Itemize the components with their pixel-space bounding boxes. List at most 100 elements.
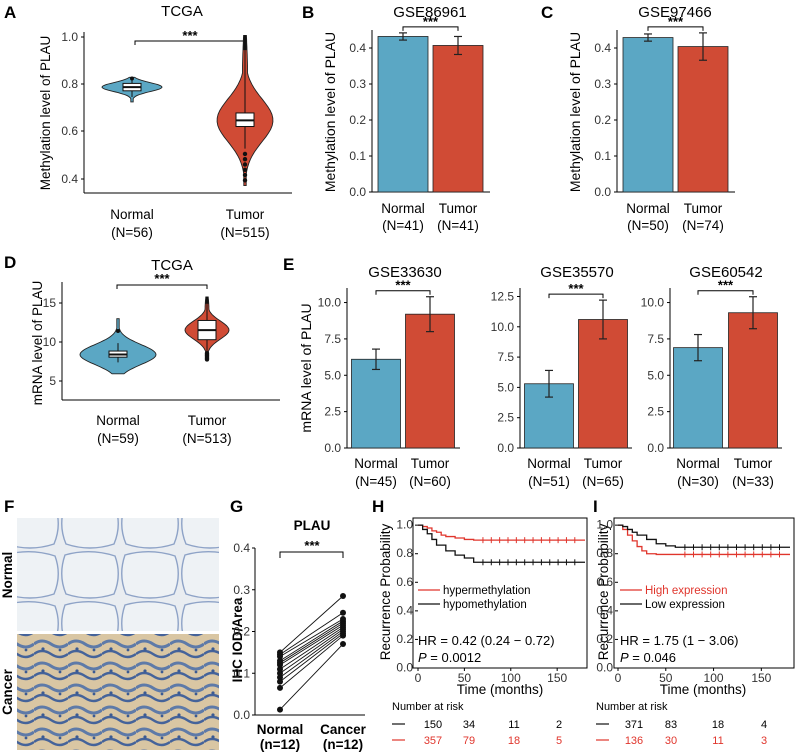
chart-title: PLAU xyxy=(294,518,331,533)
normal-tissue-micrograph xyxy=(17,518,219,631)
y-axis-label: Recurrence Probability xyxy=(596,523,611,660)
y-tick-label: 0.6 xyxy=(61,124,78,138)
panel-i: I Recurrence Probability Time (months) 0… xyxy=(593,497,795,747)
group-label-tumor: Tumor xyxy=(226,207,265,222)
outlier-point xyxy=(130,76,134,81)
outlier-point xyxy=(242,178,248,183)
group-label-tumor: Tumor xyxy=(734,456,773,471)
point-normal xyxy=(277,657,283,664)
y-tick-label: 2.5 xyxy=(497,411,514,425)
group-n-normal: (n=12) xyxy=(260,737,300,752)
violin-plot-a xyxy=(101,34,274,187)
y-tick-label: 7.5 xyxy=(324,332,341,346)
significance-stars: *** xyxy=(718,278,734,293)
panel-label: I xyxy=(593,497,598,516)
chart-title: GSE97466 xyxy=(638,4,711,21)
y-axis-label: Methylation level of PLAU xyxy=(567,32,583,192)
x-tick-label: 150 xyxy=(751,671,771,685)
risk-cell: 357 xyxy=(424,735,442,747)
x-axis-label: Time (months) xyxy=(457,682,544,697)
y-tick-label: 0.3 xyxy=(349,77,366,91)
y-tick-label: 0.4 xyxy=(596,603,613,617)
group-n-normal: (N=51) xyxy=(528,474,570,489)
y-tick-label: 0.0 xyxy=(396,661,413,675)
significance-stars: *** xyxy=(395,278,411,293)
km-curve xyxy=(618,524,790,556)
y-tick-label: 0.1 xyxy=(349,149,366,163)
significance-stars: *** xyxy=(154,271,170,286)
pair-line xyxy=(279,631,344,678)
km-curve xyxy=(418,524,585,541)
risk-table-title: Number at risk xyxy=(392,701,464,713)
bar-normal xyxy=(622,37,674,193)
point-cancer xyxy=(340,615,346,622)
y-tick-label: 1.0 xyxy=(61,30,78,44)
y-ticks: 0.4 0.6 0.8 1.0 xyxy=(61,30,84,186)
group-n-tumor: (N=41) xyxy=(437,218,479,233)
outlier-point xyxy=(242,167,248,172)
pair-line xyxy=(279,635,344,689)
legend-hypermethylation: hypermethylation xyxy=(443,585,531,597)
paired-plot-g: 0.0 0.1 0.2 0.3 0.4 xyxy=(233,541,365,722)
panel-h: H Recurrence Probability Time (months) 0… xyxy=(372,497,588,747)
chart-title: TCGA xyxy=(161,3,203,20)
pair-line xyxy=(279,633,344,682)
row-label-cancer: Cancer xyxy=(0,668,15,715)
group-label-tumor: Tumor xyxy=(584,456,623,471)
group-label-tumor: Tumor xyxy=(684,201,723,216)
y-tick-label: 12.5 xyxy=(491,289,515,303)
group-label-normal: Normal xyxy=(96,413,140,428)
panel-label: D xyxy=(4,253,16,272)
group-label-normal: Normal xyxy=(354,456,398,471)
y-tick-label: 0.1 xyxy=(233,666,250,680)
panel-g: G PLAU *** IHC IOD/Area 0.00.10.20.30.4 … xyxy=(230,497,367,752)
pair-line xyxy=(279,624,344,666)
risk-table-title: Number at risk xyxy=(596,701,668,713)
y-tick-label: 5.0 xyxy=(324,368,341,382)
chart-title: GSE35570 xyxy=(540,264,613,281)
y-tick-label: 5.0 xyxy=(647,368,664,382)
y-tick-label: 0.1 xyxy=(594,149,611,163)
y-tick-label: 0.2 xyxy=(594,113,611,127)
y-axis-label: Methylation level of PLAU xyxy=(322,32,338,192)
group-label-tumor: Tumor xyxy=(439,201,478,216)
chart-title: GSE33630 xyxy=(368,264,441,281)
bar-plot-c: 0.0 0.1 0.2 0.3 0.4 *** xyxy=(594,14,735,199)
bar-tumor xyxy=(677,46,729,193)
km-curve xyxy=(418,524,585,563)
panel-b: B GSE86961 Methylation level of PLAU 0.0… xyxy=(302,3,490,233)
p-label: P xyxy=(418,650,427,665)
y-tick-label: 0.8 xyxy=(61,77,78,91)
risk-cell: 11 xyxy=(712,735,723,747)
panel-label: H xyxy=(372,497,384,516)
significance-bracket xyxy=(548,293,604,299)
x-tick-label: 0 xyxy=(415,671,422,685)
significance-stars: *** xyxy=(182,28,198,43)
y-tick-label: 0.0 xyxy=(596,661,613,675)
group-n-normal: (N=56) xyxy=(111,225,153,240)
risk-cell: 3 xyxy=(761,735,767,747)
group-label-normal: Normal xyxy=(257,722,304,737)
point-cancer xyxy=(340,593,346,600)
group-n-tumor: (N=33) xyxy=(732,474,774,489)
y-tick-label: 5.0 xyxy=(497,380,514,394)
point-cancer xyxy=(340,609,346,616)
outlier-point xyxy=(242,162,248,167)
y-tick-label: 15 xyxy=(43,296,57,310)
significance-bracket xyxy=(375,290,431,295)
group-label-tumor: Tumor xyxy=(411,456,450,471)
group-label-normal: Normal xyxy=(527,456,571,471)
outlier-point xyxy=(242,151,248,157)
panel-label: E xyxy=(283,255,294,274)
y-tick-label: 0.2 xyxy=(233,625,250,639)
group-label-normal: Normal xyxy=(626,201,670,216)
significance-bracket xyxy=(647,26,704,31)
x-tick-label: 100 xyxy=(501,671,521,685)
y-tick-label: 5 xyxy=(49,374,56,388)
y-tick-label: 0.3 xyxy=(594,77,611,91)
significance-bracket xyxy=(402,26,459,31)
point-normal xyxy=(277,670,283,677)
pair-line xyxy=(279,626,344,670)
risk-cell: 136 xyxy=(625,735,643,747)
